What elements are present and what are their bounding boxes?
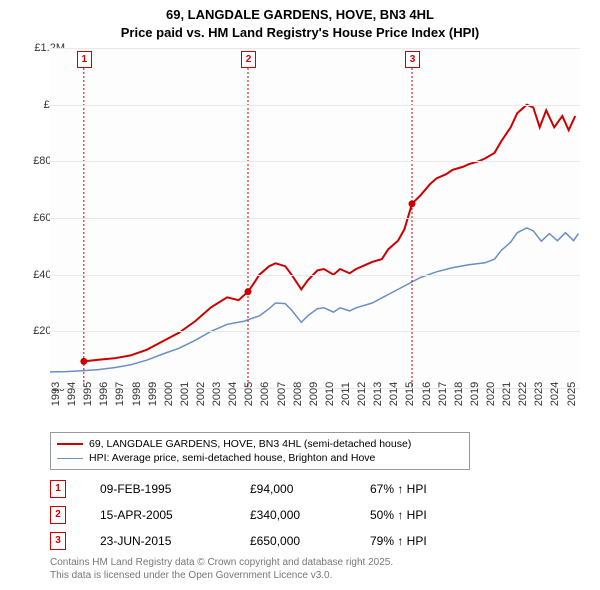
sales-row-date: 15-APR-2005 (100, 508, 250, 522)
x-tick-label: 2002 (195, 382, 207, 406)
sales-row-badge: 3 (50, 532, 66, 550)
legend-row: 69, LANGDALE GARDENS, HOVE, BN3 4HL (sem… (57, 437, 463, 451)
x-tick-label: 2015 (404, 382, 416, 406)
sales-row-hpi: 67% ↑ HPI (370, 482, 490, 496)
x-tick-label: 1995 (82, 382, 94, 406)
sales-row-date: 09-FEB-1995 (100, 482, 250, 496)
x-tick-label: 1994 (66, 382, 78, 406)
x-tick-label: 1993 (50, 382, 62, 406)
sales-row-hpi: 50% ↑ HPI (370, 508, 490, 522)
x-tick-label: 1996 (98, 382, 110, 406)
x-tick-label: 2004 (227, 382, 239, 406)
x-tick-label: 2005 (243, 382, 255, 406)
x-tick-label: 2010 (324, 382, 336, 406)
x-tick-label: 2013 (372, 382, 384, 406)
sales-row-hpi: 79% ↑ HPI (370, 534, 490, 548)
x-tick-label: 1997 (114, 382, 126, 406)
sales-row-date: 23-JUN-2015 (100, 534, 250, 548)
x-tick-label: 2012 (356, 382, 368, 406)
footer-attribution: Contains HM Land Registry data © Crown c… (50, 556, 393, 582)
sale-marker-badge: 2 (241, 51, 256, 68)
series-price_paid (84, 105, 575, 362)
x-tick-label: 2019 (469, 382, 481, 406)
sales-row-price: £650,000 (250, 534, 370, 548)
legend-label: HPI: Average price, semi-detached house,… (89, 452, 375, 464)
x-tick-label: 2022 (517, 382, 529, 406)
x-tick-label: 2000 (163, 382, 175, 406)
sales-row: 3 23-JUN-2015£650,00079% ↑ HPI (50, 528, 550, 554)
x-tick-label: 2016 (421, 382, 433, 406)
x-tick-label: 2018 (453, 382, 465, 406)
legend-swatch (57, 458, 83, 459)
sales-row-price: £340,000 (250, 508, 370, 522)
legend: 69, LANGDALE GARDENS, HOVE, BN3 4HL (sem… (50, 432, 470, 470)
x-tick-label: 2011 (340, 382, 352, 406)
x-tick-label: 2024 (549, 382, 561, 406)
x-tick-label: 2007 (276, 382, 288, 406)
x-tick-label: 1998 (131, 382, 143, 406)
x-tick-label: 2009 (308, 382, 320, 406)
sales-row-badge: 2 (50, 506, 66, 524)
x-tick-label: 2003 (211, 382, 223, 406)
sales-row-price: £94,000 (250, 482, 370, 496)
sales-table: 1 09-FEB-1995£94,00067% ↑ HPI 2 15-APR-2005… (50, 476, 550, 554)
x-tick-label: 2008 (292, 382, 304, 406)
footer-line-2: This data is licensed under the Open Gov… (50, 569, 393, 582)
sales-row: 1 09-FEB-1995£94,00067% ↑ HPI (50, 476, 550, 502)
x-axis-labels: 1993199419951996199719981999200020012002… (50, 390, 580, 430)
title-line-2: Price paid vs. HM Land Registry's House … (0, 24, 600, 42)
sale-marker-badge: 3 (405, 51, 420, 68)
legend-swatch (57, 443, 83, 445)
chart-container: 69, LANGDALE GARDENS, HOVE, BN3 4HL Pric… (0, 0, 600, 590)
x-tick-label: 1999 (147, 382, 159, 406)
x-tick-label: 2023 (533, 382, 545, 406)
sales-row: 2 15-APR-2005£340,00050% ↑ HPI (50, 502, 550, 528)
x-tick-label: 2017 (437, 382, 449, 406)
title-line-1: 69, LANGDALE GARDENS, HOVE, BN3 4HL (0, 6, 600, 24)
legend-label: 69, LANGDALE GARDENS, HOVE, BN3 4HL (sem… (89, 438, 411, 450)
x-tick-label: 2025 (566, 382, 578, 406)
chart-title-block: 69, LANGDALE GARDENS, HOVE, BN3 4HL Pric… (0, 0, 600, 41)
legend-row: HPI: Average price, semi-detached house,… (57, 451, 463, 465)
sales-row-badge: 1 (50, 480, 66, 498)
chart-plot-area: 1 2 3 (50, 48, 580, 388)
x-tick-label: 2006 (259, 382, 271, 406)
sale-marker-badge: 1 (77, 51, 92, 68)
sale-marker-dot (408, 200, 415, 207)
series-hpi (50, 228, 578, 372)
sale-marker-dot (80, 358, 87, 365)
x-tick-label: 2021 (501, 382, 513, 406)
sale-marker-dot (244, 288, 251, 295)
x-tick-label: 2014 (388, 382, 400, 406)
x-tick-label: 2001 (179, 382, 191, 406)
footer-line-1: Contains HM Land Registry data © Crown c… (50, 556, 393, 569)
x-tick-label: 2020 (485, 382, 497, 406)
